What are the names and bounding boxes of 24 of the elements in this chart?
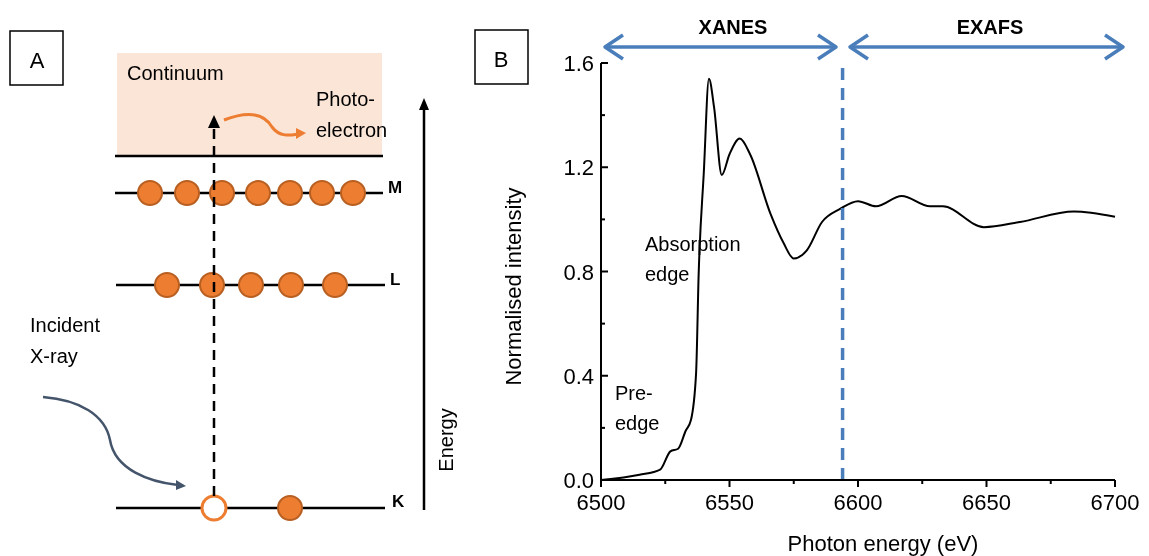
text: M xyxy=(388,178,403,197)
x-tick-label: 6700 xyxy=(1090,490,1140,515)
text: Energy xyxy=(435,408,457,472)
text: K xyxy=(392,492,405,511)
text: XANES xyxy=(698,16,768,38)
text: EXAFS xyxy=(956,16,1024,38)
y-tick-label: 0.4 xyxy=(563,363,594,389)
text: L xyxy=(390,270,401,289)
chart-title: B xyxy=(493,47,509,72)
text: Continuum xyxy=(127,62,224,84)
y-tick-label: 1.6 xyxy=(563,51,594,76)
x-tick-label: 6500 xyxy=(576,490,626,515)
text: Incident X-ray xyxy=(30,314,101,367)
text: A xyxy=(29,48,45,73)
x-tick-label: 6600 xyxy=(833,490,883,515)
text: Photo- electron xyxy=(316,88,388,141)
x-tick-label: 6550 xyxy=(705,490,754,515)
y-axis-title: Normalised intensity xyxy=(501,187,526,386)
y-tick-label: 1.2 xyxy=(563,155,594,181)
x-axis-title: Photon energy (eV) xyxy=(787,531,979,556)
y-tick-label: 0.8 xyxy=(563,259,594,285)
x-tick-label: 6650 xyxy=(962,490,1011,515)
annotation: Pre- edge xyxy=(615,382,660,434)
y-tick-label: 0.0 xyxy=(563,468,594,493)
